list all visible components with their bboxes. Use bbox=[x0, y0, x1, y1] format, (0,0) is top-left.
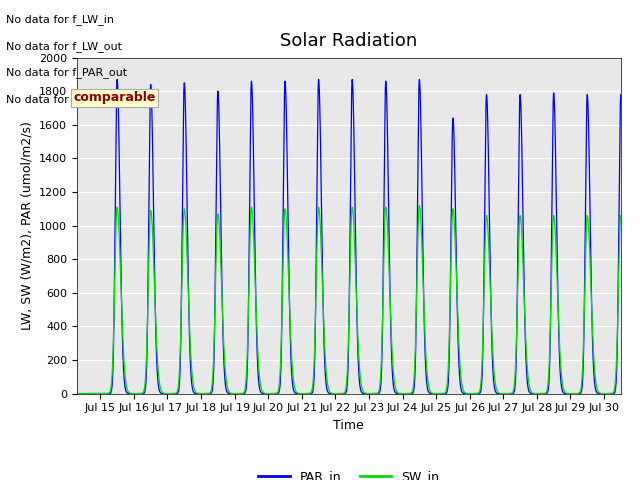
Title: Solar Radiation: Solar Radiation bbox=[280, 33, 417, 50]
Text: No data for f_PAR_out: No data for f_PAR_out bbox=[6, 67, 127, 78]
Text: comparable: comparable bbox=[74, 91, 156, 104]
Text: No data for f_SW_out: No data for f_SW_out bbox=[6, 94, 124, 105]
X-axis label: Time: Time bbox=[333, 419, 364, 432]
Text: No data for f_LW_in: No data for f_LW_in bbox=[6, 14, 115, 25]
Y-axis label: LW, SW (W/m2), PAR (umol/m2/s): LW, SW (W/m2), PAR (umol/m2/s) bbox=[20, 121, 33, 330]
Text: No data for f_LW_out: No data for f_LW_out bbox=[6, 41, 122, 52]
Legend: PAR_in, SW_in: PAR_in, SW_in bbox=[253, 465, 444, 480]
